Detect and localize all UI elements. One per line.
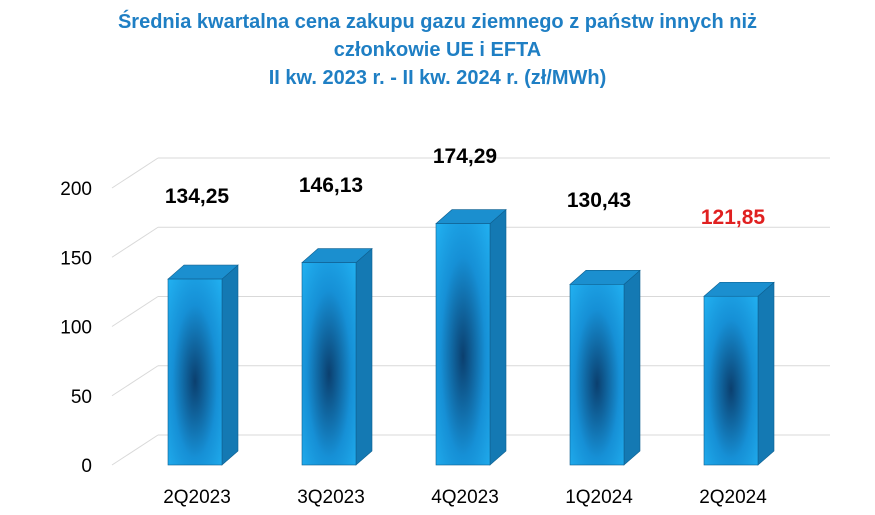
bar-front bbox=[301, 262, 357, 466]
bar bbox=[301, 247, 373, 466]
data-labels: 134,25 146,13 174,29 130,43 121,85 bbox=[165, 145, 766, 229]
bar-side bbox=[221, 264, 239, 466]
bar-front bbox=[703, 295, 759, 466]
bar-side bbox=[757, 281, 775, 466]
bar bbox=[703, 281, 775, 466]
bar-front bbox=[569, 284, 625, 466]
bar-side bbox=[489, 208, 507, 466]
x-axis: 2Q2023 3Q2023 4Q2023 1Q2024 2Q2024 bbox=[163, 487, 767, 508]
chart-title-line-2: członkowie UE i EFTA bbox=[333, 39, 542, 61]
gridline-diag-100 bbox=[111, 296, 159, 327]
bar-front bbox=[435, 223, 491, 466]
bar bbox=[167, 264, 239, 466]
y-tick-label: 50 bbox=[71, 387, 92, 408]
y-tick-label: 200 bbox=[60, 179, 92, 200]
bar bbox=[569, 269, 641, 466]
gridline-diag-200 bbox=[111, 157, 159, 189]
gridline-diag-150 bbox=[111, 226, 159, 258]
chart-title-line-1: Średnia kwartalna cena zakupu gazu ziemn… bbox=[117, 11, 758, 33]
y-axis: 0 50 100 150 200 bbox=[60, 179, 92, 477]
x-tick-label: 2Q2024 bbox=[699, 487, 767, 508]
y-tick-label: 150 bbox=[60, 248, 92, 269]
x-tick-label: 4Q2023 bbox=[431, 487, 499, 508]
chart-title-line-3: II kw. 2023 r. - II kw. 2024 r. (zł/MWh) bbox=[268, 67, 607, 89]
bar bbox=[435, 208, 507, 466]
gridline-diag-0 bbox=[111, 434, 159, 466]
bar-front bbox=[167, 278, 223, 466]
data-label: 174,29 bbox=[433, 145, 497, 168]
chart-title: Średnia kwartalna cena zakupu gazu ziemn… bbox=[0, 8, 875, 92]
x-tick-label: 2Q2023 bbox=[163, 487, 231, 508]
data-label: 146,13 bbox=[299, 174, 363, 197]
bar-side bbox=[355, 247, 373, 466]
y-tick-label: 0 bbox=[81, 456, 92, 477]
x-tick-label: 3Q2023 bbox=[297, 487, 365, 508]
data-label: 130,43 bbox=[567, 189, 631, 212]
bars bbox=[167, 208, 775, 466]
gridline-diag-50 bbox=[111, 365, 159, 397]
x-tick-label: 1Q2024 bbox=[565, 487, 633, 508]
bar-side bbox=[623, 269, 641, 466]
data-label: 134,25 bbox=[165, 185, 230, 208]
data-label: 121,85 bbox=[701, 206, 766, 229]
y-tick-label: 100 bbox=[60, 318, 92, 339]
